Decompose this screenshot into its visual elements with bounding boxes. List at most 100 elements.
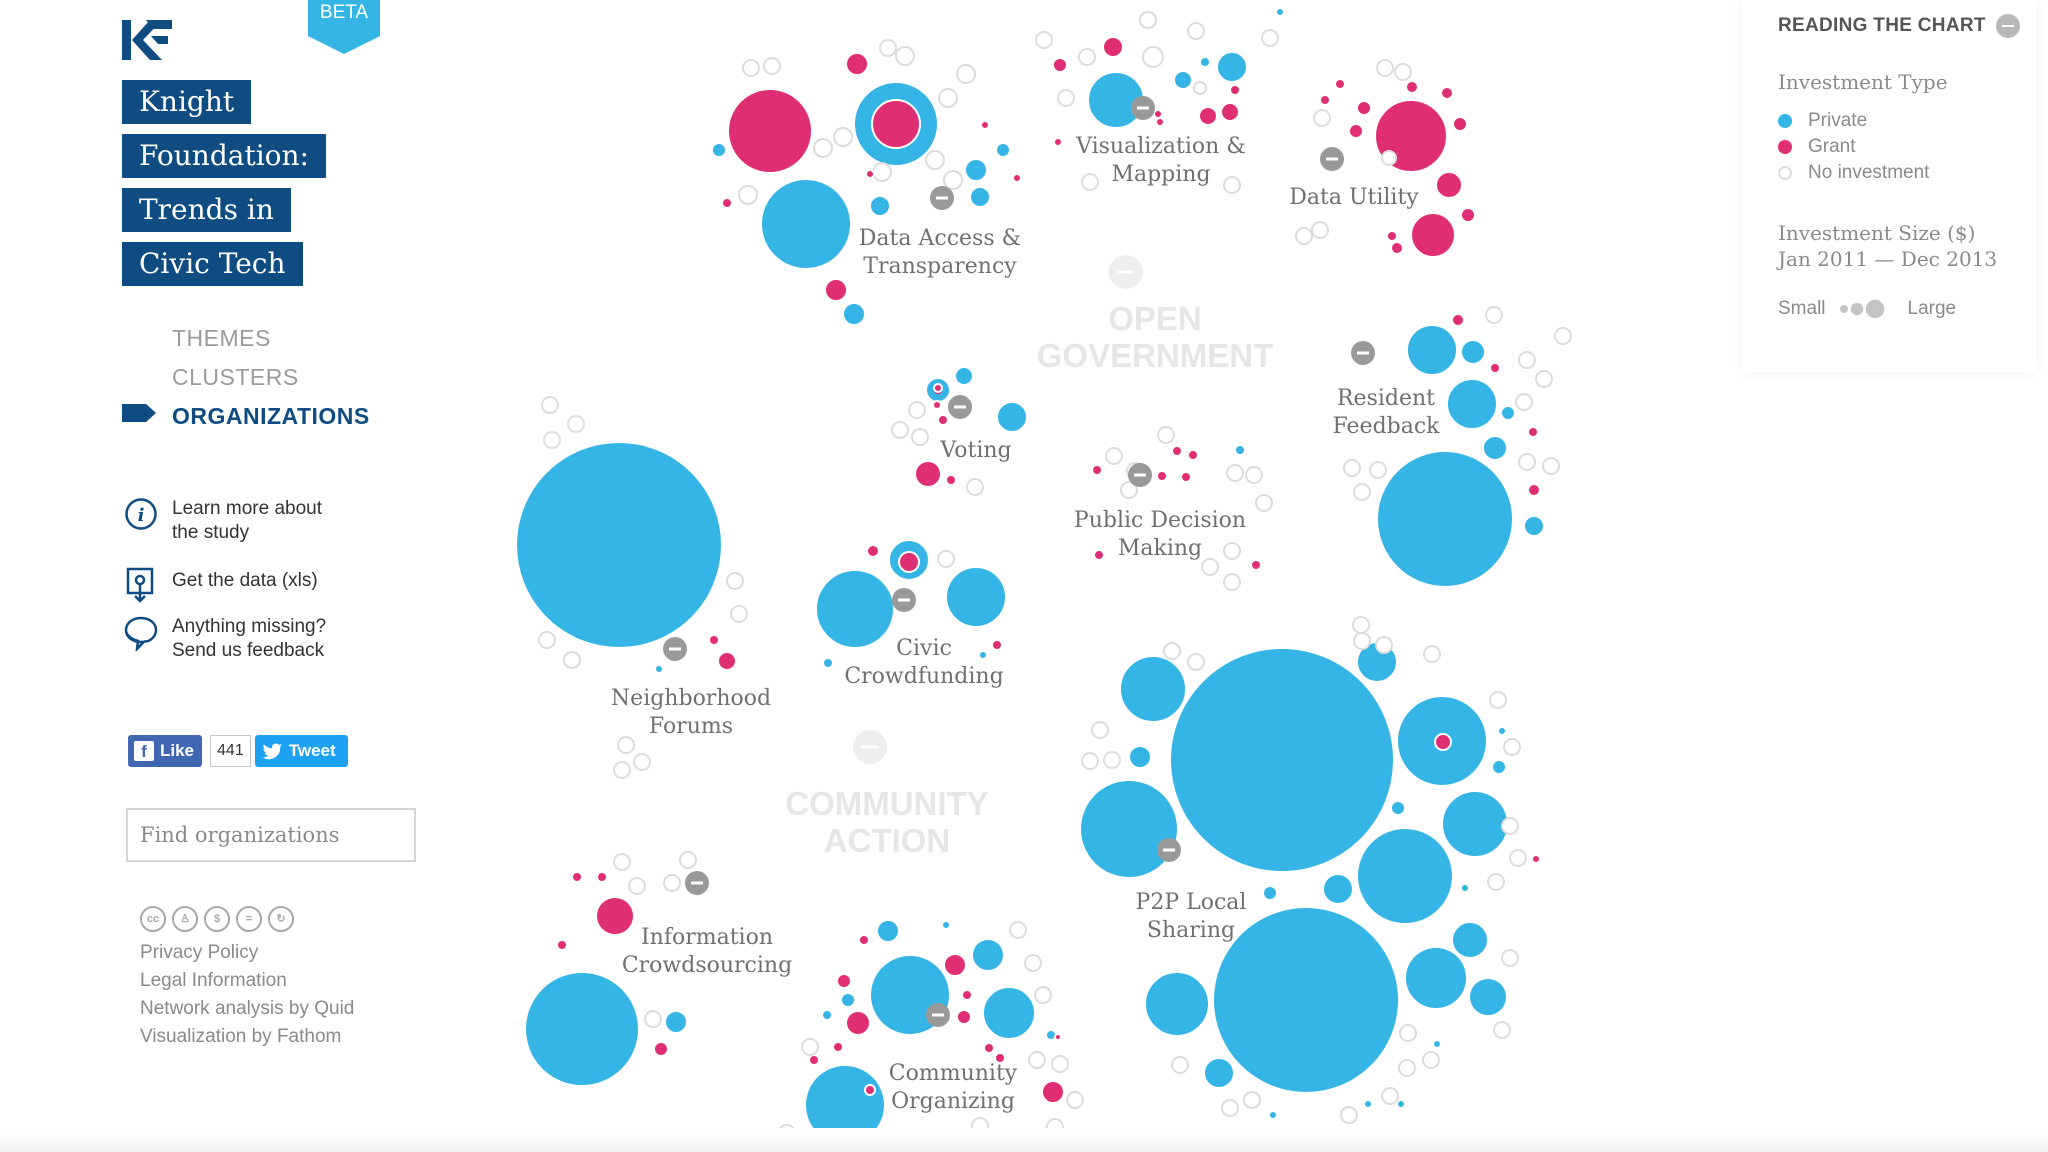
- organization-node[interactable]: [1153, 109, 1163, 119]
- organization-node[interactable]: [1432, 1039, 1442, 1049]
- organization-node[interactable]: [845, 1010, 871, 1036]
- organization-node[interactable]: [1035, 31, 1053, 49]
- organization-node[interactable]: [1142, 46, 1164, 68]
- organization-node[interactable]: [858, 934, 870, 946]
- cluster-label[interactable]: Civic: [896, 636, 952, 661]
- organization-node[interactable]: [1051, 1055, 1069, 1073]
- organization-node[interactable]: [1503, 738, 1521, 756]
- organization-node[interactable]: [1041, 1080, 1065, 1104]
- organization-node[interactable]: [1460, 883, 1470, 893]
- organization-node[interactable]: [822, 657, 834, 669]
- organization-node[interactable]: [613, 761, 631, 779]
- organization-node[interactable]: [613, 853, 631, 871]
- organization-node[interactable]: [1093, 549, 1105, 561]
- organization-node[interactable]: [1386, 230, 1398, 242]
- organization-node[interactable]: [1404, 946, 1468, 1010]
- organization-node[interactable]: [808, 1054, 820, 1066]
- organization-node[interactable]: [1187, 22, 1205, 40]
- organization-node[interactable]: [956, 64, 976, 84]
- cluster-label[interactable]: Information: [641, 925, 773, 950]
- organization-node[interactable]: [1460, 339, 1486, 365]
- organization-node[interactable]: [717, 651, 737, 671]
- organization-node[interactable]: [891, 421, 909, 439]
- organization-node[interactable]: [866, 544, 880, 558]
- organization-node[interactable]: [1334, 78, 1346, 90]
- organization-node[interactable]: [869, 195, 891, 217]
- organization-node[interactable]: [1028, 1051, 1046, 1069]
- organization-node[interactable]: [1451, 313, 1465, 327]
- organization-node[interactable]: [1139, 11, 1157, 29]
- feedback-link[interactable]: Anything missing? Send us feedback: [124, 615, 326, 663]
- organization-node[interactable]: [1057, 89, 1075, 107]
- organization-node[interactable]: [1198, 106, 1218, 126]
- organization-node[interactable]: [644, 1010, 662, 1028]
- organization-node[interactable]: [1353, 632, 1371, 650]
- organization-node[interactable]: [1554, 327, 1572, 345]
- organization-node[interactable]: [833, 127, 853, 147]
- organization-node[interactable]: [1489, 691, 1507, 709]
- organization-node[interactable]: [1187, 653, 1205, 671]
- organization-node[interactable]: [1295, 227, 1313, 245]
- organization-node[interactable]: [1405, 80, 1419, 94]
- organization-node[interactable]: [1180, 471, 1192, 483]
- organization-node[interactable]: [933, 383, 943, 393]
- organization-node[interactable]: [845, 52, 869, 76]
- organization-node[interactable]: [954, 366, 974, 386]
- organization-node[interactable]: [895, 46, 915, 66]
- organization-node[interactable]: [815, 569, 895, 649]
- organization-node[interactable]: [1343, 459, 1361, 477]
- organization-node[interactable]: [1311, 221, 1329, 239]
- organization-node[interactable]: [1410, 212, 1456, 258]
- organization-node[interactable]: [824, 278, 848, 302]
- organization-node[interactable]: [1220, 102, 1240, 122]
- organization-node[interactable]: [1451, 921, 1489, 959]
- organization-node[interactable]: [1052, 57, 1068, 73]
- organization-node[interactable]: [964, 158, 988, 182]
- organization-node[interactable]: [654, 664, 664, 674]
- organization-node[interactable]: [978, 650, 988, 660]
- organization-node[interactable]: [679, 851, 697, 869]
- organization-node[interactable]: [515, 441, 723, 649]
- organization-node[interactable]: [865, 169, 875, 179]
- organization-node[interactable]: [821, 1009, 833, 1021]
- organization-node[interactable]: [1375, 636, 1393, 654]
- cluster-label[interactable]: Voting: [939, 438, 1011, 463]
- organization-node[interactable]: [1352, 616, 1370, 634]
- organization-node[interactable]: [1103, 751, 1121, 769]
- cluster-label[interactable]: Data Utility: [1289, 185, 1419, 210]
- organization-node[interactable]: [541, 396, 559, 414]
- organization-node[interactable]: [1460, 207, 1476, 223]
- cluster-label[interactable]: Crowdfunding: [844, 664, 1003, 689]
- organization-node[interactable]: [1376, 450, 1514, 588]
- organization-node[interactable]: [617, 736, 635, 754]
- organization-node[interactable]: [1353, 483, 1371, 501]
- organization-node[interactable]: [1398, 1059, 1416, 1077]
- organization-node[interactable]: [1223, 542, 1241, 560]
- organization-node[interactable]: [994, 1052, 1006, 1064]
- organization-node[interactable]: [1216, 51, 1248, 83]
- organization-node[interactable]: [1053, 137, 1063, 147]
- organization-node[interactable]: [969, 186, 991, 208]
- organization-node[interactable]: [1091, 721, 1109, 739]
- organization-node[interactable]: [876, 919, 900, 943]
- organization-node[interactable]: [941, 920, 951, 930]
- organization-node[interactable]: [1221, 1099, 1239, 1117]
- organization-node[interactable]: [980, 120, 990, 130]
- organization-node[interactable]: [556, 939, 568, 951]
- organization-node[interactable]: [813, 138, 833, 158]
- organization-node[interactable]: [708, 634, 720, 646]
- theme-label[interactable]: ACTION: [824, 822, 951, 859]
- privacy-policy-link[interactable]: Privacy Policy: [140, 942, 259, 963]
- organization-node[interactable]: [1226, 464, 1244, 482]
- organization-node[interactable]: [1381, 1087, 1399, 1105]
- organization-node[interactable]: [1199, 56, 1211, 68]
- theme-label[interactable]: COMMUNITY: [785, 785, 988, 822]
- organization-node[interactable]: [711, 142, 727, 158]
- search-organizations-input[interactable]: [128, 810, 414, 860]
- organization-node[interactable]: [1501, 949, 1519, 967]
- organization-node[interactable]: [1369, 461, 1387, 479]
- organization-node[interactable]: [961, 989, 973, 1001]
- organization-node[interactable]: [1171, 445, 1183, 457]
- organization-node[interactable]: [1262, 885, 1278, 901]
- organization-node[interactable]: [1396, 1099, 1406, 1109]
